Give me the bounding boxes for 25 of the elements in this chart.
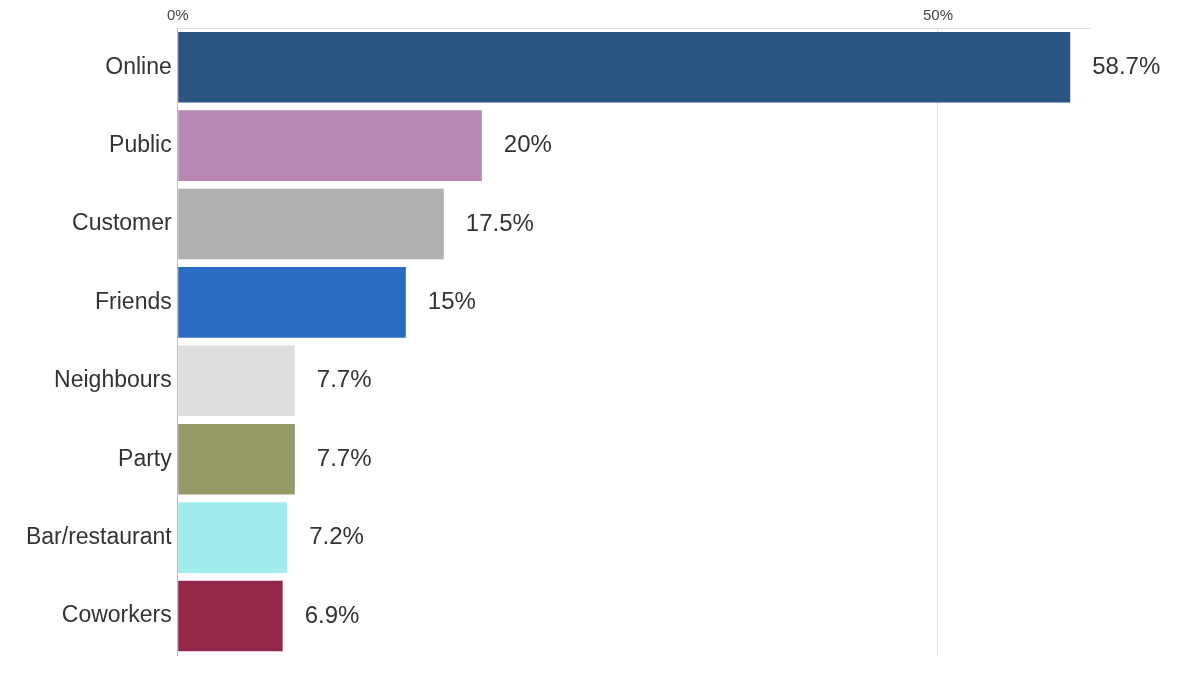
data-label: 20%	[503, 130, 552, 158]
data-label: 58.7%	[1092, 51, 1161, 79]
data-label: 7.7%	[316, 443, 372, 471]
y-tick-label: Coworkers	[61, 601, 172, 628]
x-tick-label: 0%	[166, 6, 189, 24]
bar	[178, 423, 295, 495]
y-tick-label: Neighbours	[54, 366, 172, 393]
y-tick-label: Bar/restaurant	[25, 522, 173, 549]
data-label: 15%	[427, 287, 476, 315]
bar	[178, 110, 482, 181]
bar	[178, 345, 295, 417]
data-label: 6.9%	[304, 600, 360, 628]
bar	[178, 267, 406, 338]
bar	[178, 502, 288, 573]
y-tick-label: Friends	[95, 287, 172, 314]
x-tick-label: 50%	[922, 6, 953, 24]
data-label: 7.2%	[309, 522, 364, 550]
bar	[178, 31, 1071, 103]
data-label: 17.5%	[465, 208, 534, 236]
data-label: 7.7%	[316, 365, 372, 393]
y-tick-label: Customer	[72, 209, 173, 236]
bar	[178, 580, 283, 652]
y-tick-label: Party	[118, 444, 173, 471]
y-tick-label: Public	[109, 130, 172, 157]
y-tick-label: Online	[105, 52, 172, 79]
